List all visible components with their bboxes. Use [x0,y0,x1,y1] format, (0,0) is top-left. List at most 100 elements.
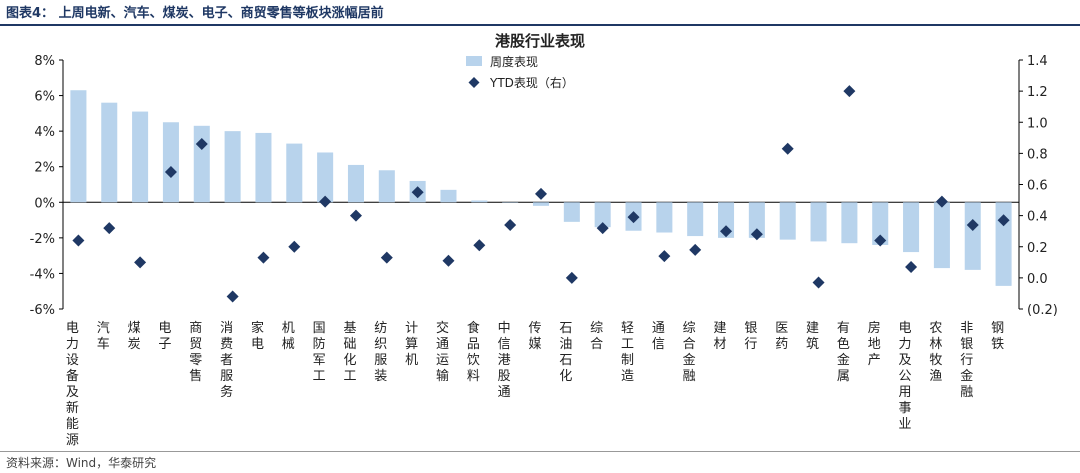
category-label-char: 炭 [128,337,141,352]
bar [532,202,550,206]
category-label-char: 饮 [467,353,480,368]
left-tick-label: -6% [30,303,55,318]
category-label-char: 汽 [97,321,110,336]
ytd-series [72,85,1010,303]
category-label-char: 算 [405,337,418,352]
category-label-char: 石 [559,353,572,368]
left-tick-label: 4% [34,125,55,140]
left-tick-label: -4% [30,267,55,282]
bar [224,131,241,203]
bar [471,200,488,203]
ytd-point [288,240,301,253]
category-label-char: 用 [899,385,912,400]
category-label-char: 非 [960,321,973,336]
ytd-point [966,218,979,231]
category-label-char: 属 [837,369,850,384]
ytd-point [935,195,948,208]
ytd-point [596,222,609,235]
category-label-char: 信 [652,337,665,352]
bar [933,202,950,269]
category-label-char: 股 [498,369,511,384]
category-label-char: 工 [313,369,326,384]
category-label-char: 防 [313,336,326,352]
left-tick-label: 6% [34,90,55,105]
right-tick-label: 0.2 [1027,241,1048,256]
ytd-point [750,228,763,241]
category-label-char: 林 [929,337,942,352]
category-label-char: 铁 [991,337,1004,352]
bar [70,90,87,203]
bar [779,202,796,240]
category-label-char: 综 [590,321,603,336]
category-label-char: 色 [837,336,850,352]
right-tick-label: (0.2) [1027,303,1058,318]
category-label-char: 计 [405,321,418,336]
ytd-point [442,254,455,267]
right-tick-label: 0.8 [1027,147,1048,162]
category-label-char: 及 [899,353,912,368]
category-label-char: 者 [220,353,233,368]
category-label-char: 通 [498,385,511,400]
legend: 周度表现 YTD表现（右） [466,54,574,90]
right-tick-label: 1.2 [1027,85,1048,100]
category-label-char: 运 [436,353,449,368]
category-label-char: 输 [436,368,449,384]
ytd-point [720,225,733,238]
ytd-point [226,290,239,303]
legend-bar-label: 周度表现 [490,54,538,69]
ytd-point [658,250,671,263]
category-label-char: 渔 [929,369,942,384]
category-label-char: 行 [960,353,973,368]
category-label-char: 港 [498,353,511,368]
category-label-char: 础 [343,337,356,352]
category-label-char: 有 [837,321,850,336]
category-label-char: 售 [189,368,202,384]
category-label-char: 力 [66,337,79,352]
bar [162,122,179,203]
category-label-char: 信 [498,337,511,352]
left-tick-label: 2% [34,161,55,176]
category-label-char: 军 [313,353,326,368]
left-tick-label: 8% [34,54,55,69]
bar [440,189,457,203]
bar [286,143,303,203]
category-label-char: 车 [97,336,110,352]
ytd-point [134,256,147,269]
category-label-char: 料 [467,369,480,384]
category-label-char: 业 [899,417,912,432]
category-label-char: 牧 [929,353,942,368]
category-label-char: 建 [714,321,727,336]
ytd-point [905,260,918,273]
category-label-char: 子 [158,337,171,352]
category-label-char: 医 [775,321,788,336]
ytd-point [843,85,856,98]
bar [101,102,118,203]
category-label-char: 机 [405,353,418,368]
bar [563,202,580,222]
ytd-point [195,138,208,151]
bar [748,202,765,238]
ytd-point [627,211,640,224]
category-label-char: 事 [899,401,912,416]
category-label-char: 银 [960,337,973,352]
category-label-char: 及 [66,385,79,400]
category-label-char: 合 [683,337,696,352]
category-label-char: 石 [559,321,572,336]
category-label-char: 交 [436,320,449,336]
ytd-point [781,142,794,155]
figure-title: 图表4： 上周电新、汽车、煤炭、电子、商贸零售等板块涨幅居前 [6,6,384,21]
category-label-char: 化 [559,369,572,384]
category-label-char: 钢 [991,321,1004,336]
category-label-char: 新 [66,400,79,416]
bar [502,202,519,203]
category-label-char: 食 [467,320,480,336]
category-label-char: 油 [559,337,572,352]
chart-area: 港股行业表现 周度表现 YTD表现（右） -6% -4% -2% 0% 2% 4% 6% 8%… [0,26,1080,450]
ytd-point [565,271,578,284]
left-tick-label: -2% [30,232,55,247]
category-label-char: 基 [343,321,356,336]
category-label-char: 装 [374,369,387,384]
category-label-char: 贸 [189,337,202,352]
right-tick-label: 1.4 [1027,54,1048,69]
chart-title: 港股行业表现 [495,32,585,50]
